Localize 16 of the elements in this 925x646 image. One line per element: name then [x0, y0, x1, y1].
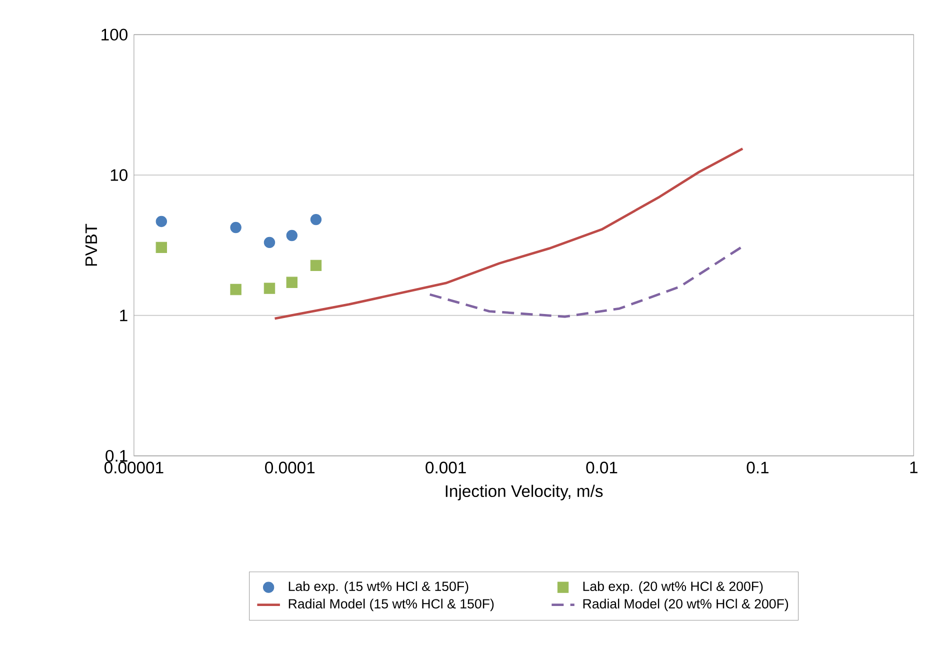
x-tick-label: 1	[910, 461, 918, 473]
y-axis-title: PVBT	[86, 224, 97, 266]
y-tick-label: 100	[102, 28, 128, 40]
legend-label: Radial Model (20 wt% HCl & 200F)	[583, 598, 788, 611]
y-tick-label: 10	[110, 168, 128, 181]
y-tick-label: 1	[120, 310, 128, 321]
x-tick-label: 0.01	[586, 461, 618, 474]
x-tick-label: 0.001	[426, 461, 466, 474]
x-tick-label: 0.1	[746, 461, 768, 474]
legend-label: Radial Model (15 wt% HCl & 150F)	[288, 598, 494, 611]
y-tick-label: 0.1	[106, 450, 128, 462]
legend-label: Lab exp. (20 wt% HCl & 200F)	[583, 581, 763, 594]
x-axis-title: Injection Velocity, m/s	[446, 484, 603, 500]
legend-label: Lab exp. (15 wt% HCl & 150F)	[288, 581, 468, 594]
x-tick-label: 0.0001	[265, 461, 315, 474]
x-tick-label: 0.00001	[104, 461, 164, 474]
